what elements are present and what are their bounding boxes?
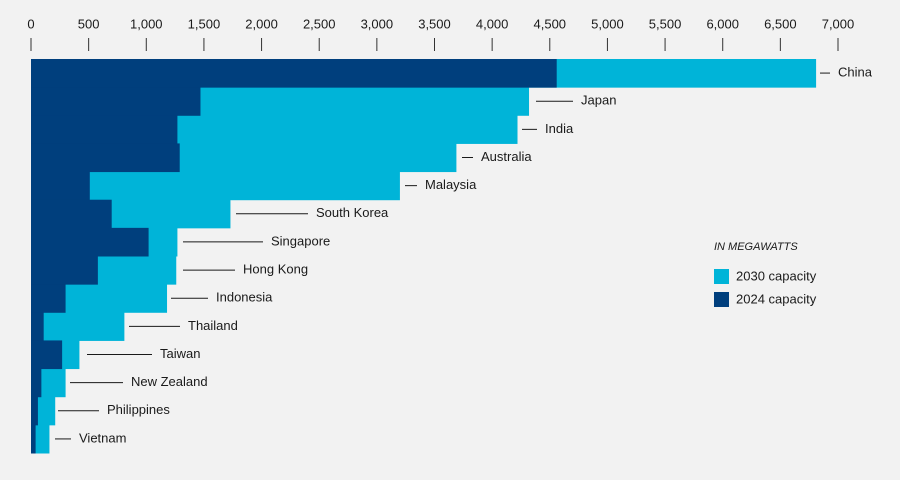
- x-tick-label: 0: [27, 16, 34, 31]
- category-label: Vietnam: [79, 430, 126, 445]
- bar: [31, 284, 66, 313]
- x-tick-label: 500: [78, 16, 100, 31]
- category-label: India: [545, 121, 574, 136]
- legend-swatch: [714, 292, 729, 307]
- bar: [31, 368, 42, 398]
- category-label: Malaysia: [425, 177, 477, 192]
- bar: [31, 227, 149, 257]
- bar: [31, 312, 44, 341]
- category-label: Singapore: [271, 233, 330, 248]
- x-tick-label: 6,000: [706, 16, 739, 31]
- x-tick-label: 7,000: [822, 16, 855, 31]
- category-label: South Korea: [316, 205, 389, 220]
- category-label: Hong Kong: [243, 262, 308, 277]
- bar: [31, 171, 90, 201]
- x-tick-label: 1,000: [130, 16, 163, 31]
- bar: [31, 143, 180, 173]
- bar: [31, 171, 400, 201]
- x-tick-label: 2,000: [245, 16, 278, 31]
- x-tick-label: 4,500: [534, 16, 567, 31]
- category-label: Indonesia: [216, 290, 273, 305]
- category-label: Philippines: [107, 402, 170, 417]
- legend-swatch: [714, 269, 729, 284]
- bar: [31, 312, 125, 341]
- legend-label: 2024 capacity: [736, 291, 817, 306]
- bar: [31, 87, 201, 116]
- category-label: China: [838, 65, 873, 80]
- x-tick-label: 4,000: [476, 16, 509, 31]
- category-label: Taiwan: [160, 346, 200, 361]
- legend-label: 2030 capacity: [736, 268, 817, 283]
- bar: [31, 115, 178, 144]
- bar: [31, 59, 557, 88]
- bar: [31, 424, 36, 454]
- x-tick-label: 3,000: [361, 16, 394, 31]
- bar: [31, 340, 63, 370]
- legend-title: IN MEGAWATTS: [714, 241, 798, 253]
- x-tick-label: 5,000: [591, 16, 624, 31]
- bar: [31, 396, 38, 426]
- category-label: Australia: [481, 149, 532, 164]
- category-label: New Zealand: [131, 374, 208, 389]
- x-tick-label: 5,500: [649, 16, 682, 31]
- x-tick-label: 6,500: [764, 16, 797, 31]
- x-tick-label: 1,500: [188, 16, 221, 31]
- bar: [31, 199, 112, 229]
- x-tick-label: 3,500: [418, 16, 451, 31]
- category-label: Thailand: [188, 318, 238, 333]
- category-label: Japan: [581, 93, 616, 108]
- bar: [31, 256, 98, 285]
- x-tick-label: 2,500: [303, 16, 336, 31]
